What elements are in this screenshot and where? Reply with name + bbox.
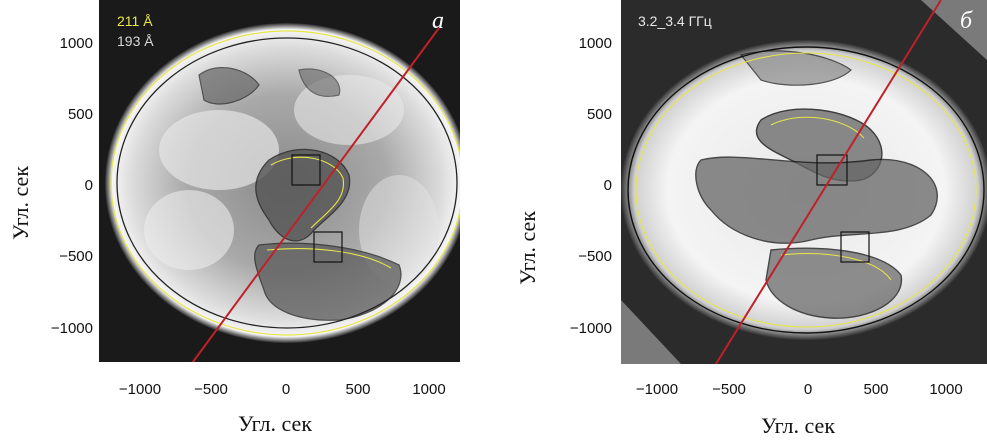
panel-a-legend-211: 211 Å xyxy=(117,13,153,29)
panel-a-ylabel: Угл. сек xyxy=(8,165,33,240)
panel-b-legend: 3.2_3.4 ГГц xyxy=(638,13,712,29)
region-box xyxy=(313,231,343,263)
panel-b-ytick: 500 xyxy=(586,106,612,123)
panel-a-xtick: −500 xyxy=(194,381,228,398)
panel-a-xtick: 0 xyxy=(281,381,291,398)
panel-b-xtick: 1000 xyxy=(929,381,963,398)
panel-b-xtick: 500 xyxy=(863,381,889,398)
contour-193 xyxy=(116,37,458,329)
panel-a: Угл. сек 1000 500 0 −500 −1000 xyxy=(0,0,470,443)
slice-line xyxy=(191,27,440,362)
panel-a-ytick: −500 xyxy=(59,248,93,265)
region-box xyxy=(840,231,870,263)
region-box xyxy=(816,154,848,186)
radio-contour xyxy=(627,46,985,334)
panel-a-ytick: 1000 xyxy=(59,35,93,52)
panel-b-radio-map xyxy=(621,0,987,364)
panel-a-ytick: 500 xyxy=(67,106,93,123)
panel-b-xtick: −500 xyxy=(712,381,746,398)
panel-a-euv-map xyxy=(99,0,460,362)
panel-b-ytick: 0 xyxy=(603,177,612,194)
panel-b-ytick: 1000 xyxy=(578,35,612,52)
panel-b-letter: б xyxy=(960,8,973,34)
panel-b-xlabel: Угл. сек xyxy=(761,413,836,438)
panel-b-ytick: −1000 xyxy=(569,320,612,337)
panel-a-image xyxy=(99,0,460,362)
panel-a-legend-193: 193 Å xyxy=(117,33,154,49)
contour-211-overlay xyxy=(635,52,977,328)
panel-a-xtick: 500 xyxy=(345,381,371,398)
panel-b-ytick: −500 xyxy=(578,248,612,265)
panel-a-ytick: 0 xyxy=(84,177,93,194)
panel-a-xtick: −1000 xyxy=(118,381,162,398)
panel-a-xlabel: Угл. сек xyxy=(238,411,313,436)
panel-b-image xyxy=(621,0,987,364)
slice-line xyxy=(714,0,942,364)
panel-a-ytick: −1000 xyxy=(50,320,93,337)
panel-b: Угл. сек 1000 500 0 −500 −1000 xyxy=(505,0,987,443)
contour-211 xyxy=(110,30,460,336)
panel-a-letter: a xyxy=(432,8,444,34)
panel-b-xtick: 0 xyxy=(803,381,813,398)
panel-b-xtick: −1000 xyxy=(635,381,679,398)
panel-a-xtick: 1000 xyxy=(412,381,446,398)
region-box xyxy=(291,154,321,186)
panel-b-ylabel: Угл. сек xyxy=(515,210,540,285)
